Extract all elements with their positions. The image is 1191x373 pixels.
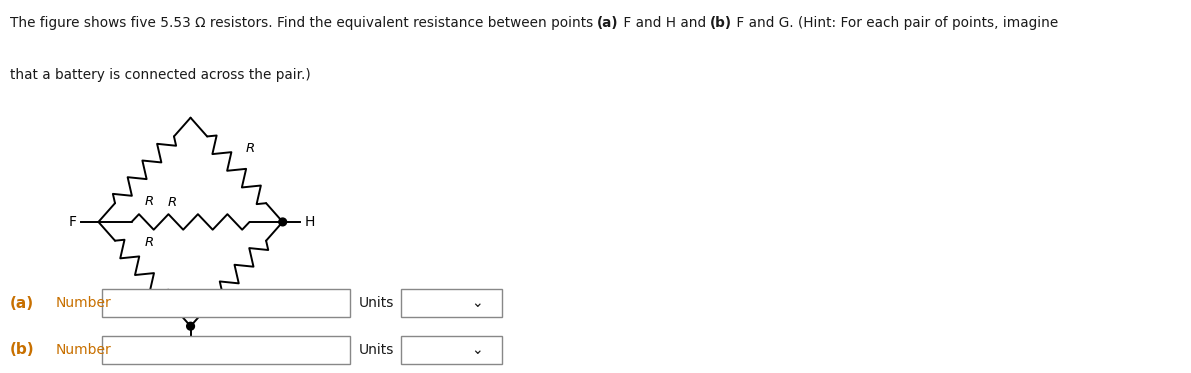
Text: (a): (a) (10, 295, 35, 311)
Text: (b): (b) (10, 342, 35, 357)
Bar (401, 289, 503, 317)
Text: R: R (144, 195, 154, 208)
Text: Number: Number (56, 296, 112, 310)
Text: that a battery is connected across the pair.): that a battery is connected across the p… (10, 68, 311, 82)
Circle shape (187, 322, 194, 330)
Text: R: R (245, 289, 255, 302)
Text: F and G. (Hint: For each pair of points, imagine: F and G. (Hint: For each pair of points,… (732, 16, 1059, 30)
Text: (a): (a) (597, 16, 618, 30)
Text: Units: Units (358, 343, 394, 357)
Bar (101, 336, 350, 364)
Text: ⌄: ⌄ (472, 296, 482, 310)
Text: (b): (b) (710, 16, 732, 30)
Text: R: R (168, 196, 176, 209)
Text: R: R (144, 236, 154, 249)
Text: The figure shows five 5.53 Ω resistors. Find the equivalent resistance between p: The figure shows five 5.53 Ω resistors. … (10, 16, 597, 30)
Bar (101, 289, 350, 317)
Text: Number: Number (56, 343, 112, 357)
Text: Units: Units (358, 296, 394, 310)
Text: F and H and: F and H and (618, 16, 710, 30)
Circle shape (279, 218, 287, 226)
Text: ⌄: ⌄ (472, 343, 482, 357)
Text: H: H (305, 215, 314, 229)
Text: F: F (69, 215, 76, 229)
Bar (401, 336, 503, 364)
Text: G: G (198, 345, 208, 360)
Text: R: R (245, 142, 255, 155)
